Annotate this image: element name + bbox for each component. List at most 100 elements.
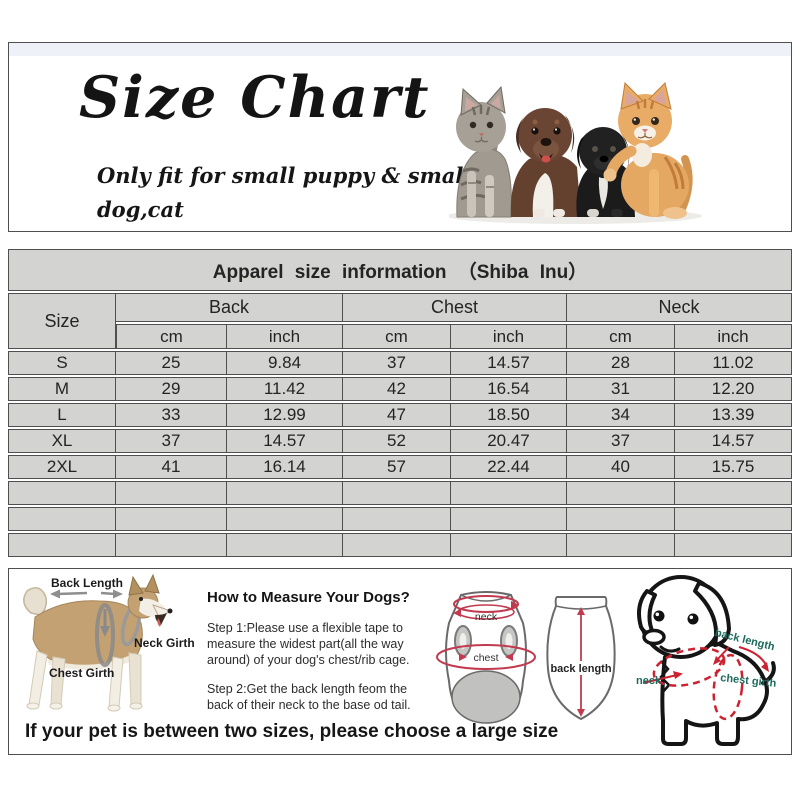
size-label: M — [8, 377, 116, 401]
garment-chest-label: chest — [473, 652, 498, 664]
cell — [8, 507, 116, 531]
cell — [567, 507, 675, 531]
table-title-row: Apparel size information （Shiba Inu） — [8, 249, 793, 291]
cell: 11.02 — [675, 351, 793, 375]
cell: 25 — [116, 351, 227, 375]
puppy-chest-girth-label: chest girth — [720, 672, 777, 690]
cell: 9.84 — [227, 351, 343, 375]
puppy-neck-loop — [652, 647, 726, 687]
cell — [227, 481, 343, 505]
table-row-l: L 33 12.99 47 18.50 34 13.39 — [8, 403, 793, 427]
dog-measure-diagram: Back Length — [23, 573, 195, 712]
measure-step-2: Step 2:Get the back length feom the back… — [207, 682, 411, 712]
cell: 16.54 — [451, 377, 567, 401]
cell: 41 — [116, 455, 227, 479]
cell: 42 — [343, 377, 451, 401]
cell — [8, 533, 116, 557]
puppy-chest-loop — [712, 653, 744, 721]
brown-puppy-illustration — [510, 108, 581, 217]
cell — [675, 481, 793, 505]
cell: 33 — [116, 403, 227, 427]
table-row-empty — [8, 481, 793, 505]
pets-photo — [449, 81, 702, 224]
cell: 16.14 — [227, 455, 343, 479]
dog-chest-girth-label: Chest Girth — [49, 666, 114, 680]
cell — [343, 533, 451, 557]
table-row-xl: XL 37 14.57 52 20.47 37 14.57 — [8, 429, 793, 453]
cell — [567, 481, 675, 505]
col-group-neck: Neck — [567, 293, 793, 322]
header-tint-strip — [9, 43, 791, 56]
chest-girth-band — [95, 603, 115, 667]
table-units-row: cm inch cm inch cm inch — [8, 324, 793, 349]
cell: 20.47 — [451, 429, 567, 453]
table-row-empty — [8, 507, 793, 531]
col-group-chest: Chest — [343, 293, 567, 322]
cell: 57 — [343, 455, 451, 479]
cell: 15.75 — [675, 455, 793, 479]
page-subtitle: Only fit for small puppy & small dog,cat — [97, 159, 471, 227]
measure-heading: How to Measure Your Dogs? — [207, 589, 410, 606]
neck-measure-ring — [453, 595, 519, 613]
cell — [8, 481, 116, 505]
cell — [451, 507, 567, 531]
cell: 14.57 — [227, 429, 343, 453]
puppy-neck-label: neck — [636, 675, 662, 687]
puppy-neck-arrow — [642, 674, 678, 684]
garment-belly-panel — [451, 670, 521, 724]
cell: 28 — [567, 351, 675, 375]
col-header-size: Size — [8, 293, 116, 349]
size-label: XL — [8, 429, 116, 453]
col-group-back: Back — [116, 293, 343, 322]
cell: 13.39 — [675, 403, 793, 427]
cell: 12.99 — [227, 403, 343, 427]
puppy-nose — [642, 628, 666, 646]
cell: 34 — [567, 403, 675, 427]
cell — [675, 533, 793, 557]
table-row-2xl: 2XL 41 16.14 57 22.44 40 15.75 — [8, 455, 793, 479]
subtitle-line-1: Only fit for small puppy & small — [97, 163, 472, 188]
measure-step-1: Step 1:Please use a flexible tape to mea… — [207, 621, 410, 667]
cell — [567, 533, 675, 557]
puppy-ear-right — [693, 581, 731, 647]
cell — [451, 533, 567, 557]
puppy-tail — [761, 661, 776, 685]
cell: 22.44 — [451, 455, 567, 479]
cell: 37 — [116, 429, 227, 453]
size-label: 2XL — [8, 455, 116, 479]
dog-neck-girth-label: Neck Girth — [134, 636, 195, 650]
cell: 31 — [567, 377, 675, 401]
cell — [675, 507, 793, 531]
cell: 37 — [343, 351, 451, 375]
table-row-m: M 29 11.42 42 16.54 31 12.20 — [8, 377, 793, 401]
cell: 18.50 — [451, 403, 567, 427]
unit-back-inch: inch — [227, 324, 343, 349]
sizing-note: If your pet is between two sizes, please… — [25, 721, 559, 742]
unit-neck-inch: inch — [675, 324, 793, 349]
cell: 52 — [343, 429, 451, 453]
cell: 47 — [343, 403, 451, 427]
cell: 12.20 — [675, 377, 793, 401]
size-label: S — [8, 351, 116, 375]
header-section: Size Chart Only fit for small puppy & sm… — [8, 42, 792, 232]
cell: 40 — [567, 455, 675, 479]
puppy-measure-diagram: back length neck chest girth — [636, 575, 777, 746]
cell: 37 — [567, 429, 675, 453]
table-group-row: Size Back Chest Neck — [8, 293, 793, 349]
garment-back-length-label: back length — [550, 663, 611, 675]
cell: 29 — [116, 377, 227, 401]
back-length-arrow-left — [50, 589, 60, 599]
page-title: Size Chart — [79, 64, 431, 131]
cell: 14.57 — [675, 429, 793, 453]
cell — [116, 481, 227, 505]
unit-neck-cm: cm — [567, 324, 675, 349]
unit-back-cm: cm — [116, 324, 227, 349]
table-row-s: S 25 9.84 37 14.57 28 11.02 — [8, 351, 793, 375]
measure-section: Back Length — [8, 568, 792, 755]
cell — [116, 533, 227, 557]
cell: 11.42 — [227, 377, 343, 401]
chest-measure-ring — [436, 644, 536, 670]
unit-chest-cm: cm — [343, 324, 451, 349]
orange-kitten-illustration — [603, 81, 693, 219]
